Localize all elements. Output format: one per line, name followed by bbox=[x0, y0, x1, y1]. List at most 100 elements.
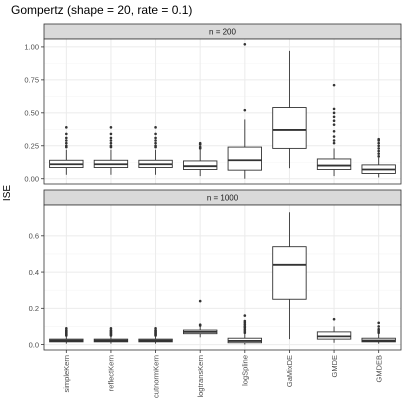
y-tick-label: 0.75 bbox=[24, 76, 39, 85]
outlier-point bbox=[377, 147, 380, 150]
x-tick-label: logSpline bbox=[241, 355, 250, 386]
x-axis: simpleKern reflectKern cutnormKern logtrans… bbox=[62, 350, 383, 398]
x-tick-label: cutnormKern bbox=[151, 355, 160, 398]
boxplot-GMDE bbox=[316, 317, 352, 343]
outlier-point bbox=[332, 317, 336, 321]
facet-strip-label: n = 1000 bbox=[207, 194, 239, 203]
panel-border bbox=[43, 38, 402, 185]
box bbox=[272, 107, 307, 149]
outlier-point bbox=[109, 141, 113, 145]
y-tick-label: 0.0 bbox=[29, 340, 39, 349]
boxplot-GaMixDE bbox=[272, 50, 307, 169]
outlier-point bbox=[154, 326, 157, 330]
outlier-point bbox=[154, 136, 157, 140]
boxplot-cutnormKern bbox=[138, 326, 173, 344]
boxplot-GMDE bbox=[316, 83, 352, 177]
y-tick-label: 0.50 bbox=[24, 109, 39, 118]
y-tick-label: 0.6 bbox=[29, 232, 39, 241]
outlier-point bbox=[377, 137, 380, 141]
outlier-point bbox=[154, 328, 157, 332]
boxplot-logtransKern bbox=[183, 141, 218, 177]
boxplot-simpleKern bbox=[49, 326, 84, 344]
outlier-point bbox=[377, 331, 380, 335]
outlier-point bbox=[109, 144, 113, 148]
box bbox=[227, 146, 262, 171]
outlier-point bbox=[332, 83, 336, 87]
outlier-point bbox=[243, 314, 247, 317]
box bbox=[183, 160, 218, 170]
outlier-point bbox=[65, 144, 68, 148]
boxplot-logSpline bbox=[227, 42, 262, 179]
y-axis-label: ISE bbox=[2, 185, 13, 201]
outlier-point bbox=[243, 108, 247, 112]
box bbox=[316, 331, 352, 340]
outlier-point bbox=[243, 319, 247, 323]
box bbox=[316, 158, 352, 170]
outlier-point bbox=[154, 132, 157, 136]
outlier-point bbox=[65, 126, 68, 129]
panel-border bbox=[43, 204, 402, 351]
outlier-point bbox=[243, 327, 247, 331]
outlier-point bbox=[109, 326, 113, 330]
outlier-point bbox=[377, 325, 380, 328]
outlier-point bbox=[332, 135, 336, 138]
boxplot-GaMixDE bbox=[272, 212, 307, 340]
outlier-point bbox=[243, 42, 247, 46]
y-tick-label: 0.4 bbox=[29, 268, 39, 277]
outlier-point bbox=[154, 139, 157, 142]
outlier-point bbox=[377, 327, 380, 331]
outlier-point bbox=[65, 326, 68, 330]
facet-panel-1: n = 200 0.00 0.25 0.50 0.75 1.00 bbox=[24, 23, 402, 185]
outlier-point bbox=[109, 136, 113, 140]
outlier-point bbox=[332, 119, 336, 123]
outlier-point bbox=[332, 141, 336, 145]
x-tick-label: GaMixDE bbox=[285, 355, 294, 387]
y-tick-label: 0.2 bbox=[29, 304, 39, 313]
x-tick-label: simpleKern bbox=[62, 355, 71, 393]
boxplot-GMDEB bbox=[361, 321, 396, 344]
outlier-point bbox=[377, 152, 380, 155]
facet-panel-2: n = 1000 0.0 0.2 0.4 0.6 bbox=[29, 189, 402, 351]
y-tick-label: 1.00 bbox=[24, 43, 39, 52]
outlier-point bbox=[332, 139, 336, 142]
outlier-point bbox=[198, 145, 202, 149]
x-tick-label: GMDEB bbox=[374, 355, 383, 383]
y-tick-label: 0.25 bbox=[24, 141, 39, 150]
boxplot-logtransKern bbox=[183, 299, 218, 338]
facet-strip-label: n = 200 bbox=[209, 28, 236, 37]
outlier-point bbox=[65, 328, 68, 332]
outlier-point bbox=[377, 329, 380, 333]
outlier-point bbox=[377, 149, 380, 153]
boxplot-simpleKern bbox=[49, 126, 84, 175]
boxplot-logSpline bbox=[227, 314, 262, 345]
outlier-point bbox=[332, 107, 336, 111]
outlier-point bbox=[332, 129, 336, 133]
facets-group: n = 200 0.00 0.25 0.50 0.75 1.00 n = 1000 0.0 0.… bbox=[24, 23, 402, 351]
boxplot-GMDEB bbox=[361, 137, 396, 178]
boxplot-reflectKern bbox=[93, 326, 129, 344]
outlier-point bbox=[154, 126, 157, 129]
outlier-point bbox=[377, 321, 380, 325]
outlier-point bbox=[332, 123, 336, 126]
box bbox=[272, 246, 307, 300]
outlier-point bbox=[65, 141, 68, 145]
outlier-point bbox=[243, 321, 247, 325]
outlier-point bbox=[65, 139, 68, 142]
outlier-point bbox=[377, 144, 380, 148]
outlier-point bbox=[109, 328, 113, 332]
outlier-point bbox=[65, 136, 68, 140]
outlier-point bbox=[377, 141, 380, 145]
outlier-point bbox=[198, 323, 202, 326]
outlier-point bbox=[109, 139, 113, 142]
outlier-point bbox=[243, 329, 247, 333]
outlier-point bbox=[109, 132, 113, 136]
x-tick-label: logtransKern bbox=[196, 355, 205, 398]
outlier-point bbox=[332, 115, 336, 119]
outlier-point bbox=[243, 331, 247, 335]
boxplot-reflectKern bbox=[93, 126, 129, 175]
outlier-point bbox=[243, 325, 247, 328]
x-tick-label: reflectKern bbox=[107, 355, 116, 391]
outlier-point bbox=[65, 132, 68, 136]
outlier-point bbox=[198, 141, 202, 145]
outlier-point bbox=[198, 299, 202, 303]
